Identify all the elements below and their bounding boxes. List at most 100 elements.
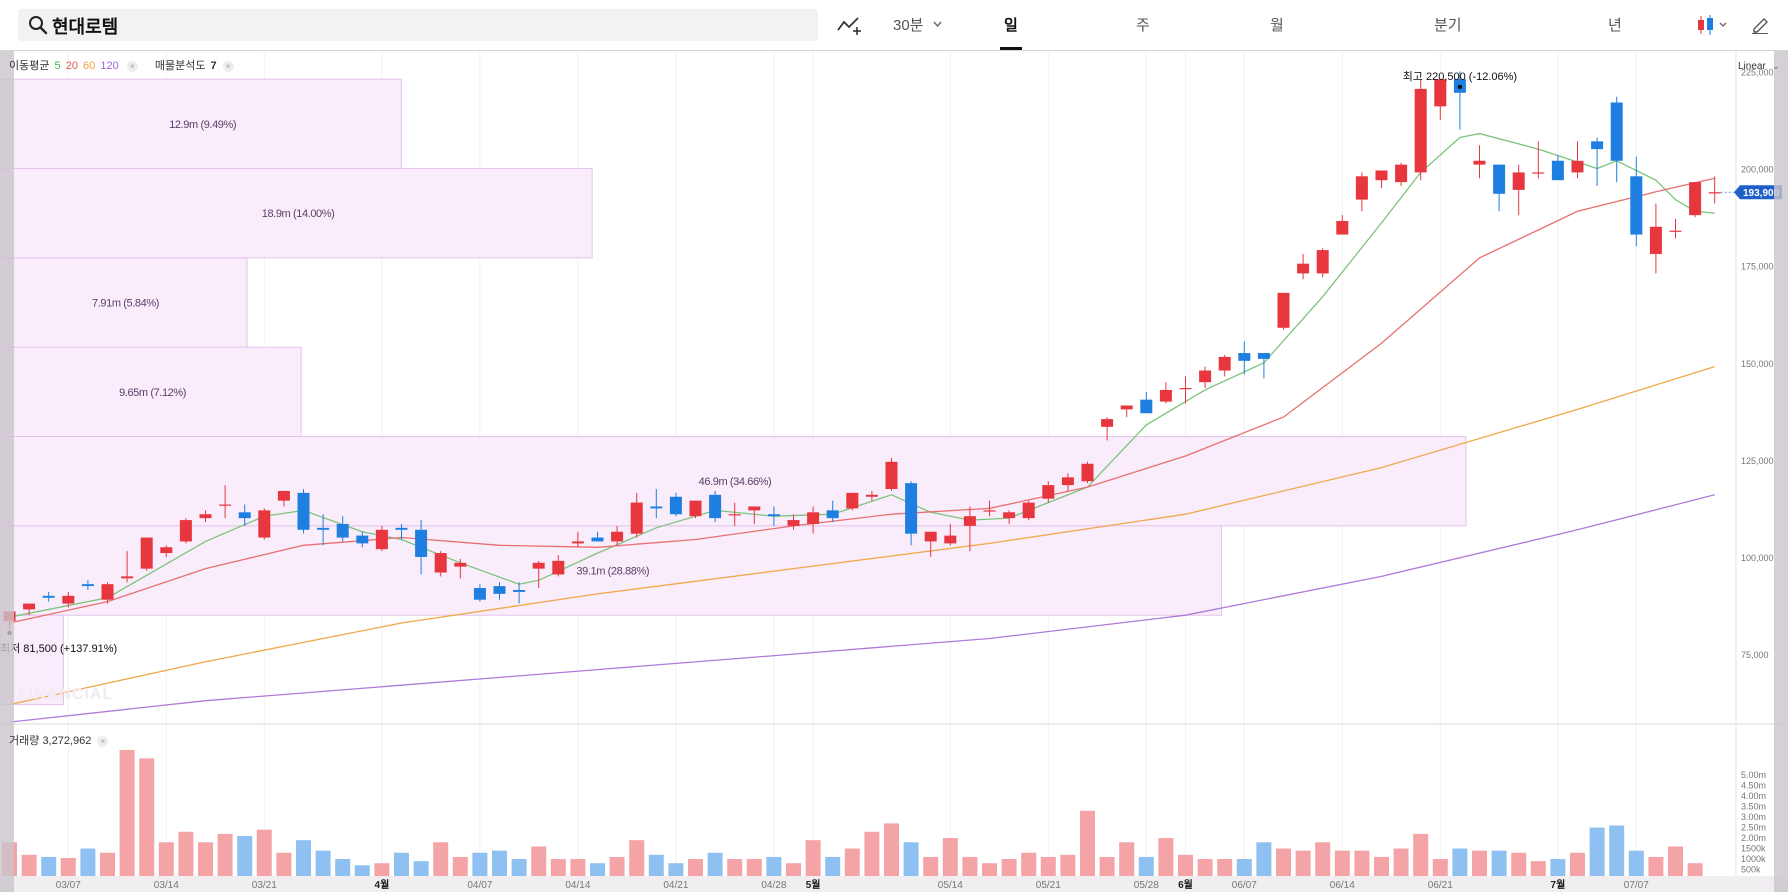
volume-legend-label[interactable]: 거래량 bbox=[9, 735, 40, 747]
tab-quarterly[interactable]: 분기 bbox=[1434, 17, 1462, 34]
volume-bar bbox=[1530, 861, 1546, 880]
date-tick-label: 4월 bbox=[375, 879, 390, 891]
candle-body bbox=[532, 562, 545, 569]
volume-tick-label: 1500k bbox=[1741, 844, 1766, 854]
volume-bar bbox=[805, 840, 821, 880]
candle-body bbox=[434, 553, 447, 573]
candle-body bbox=[101, 584, 114, 600]
candle-body bbox=[1179, 388, 1192, 390]
scale-chevron-icon: ⌄ bbox=[1771, 61, 1780, 72]
candle-body bbox=[473, 588, 486, 600]
tab-monthly[interactable]: 월 bbox=[1270, 17, 1284, 34]
candle-body bbox=[787, 520, 800, 526]
candle-body bbox=[846, 492, 859, 509]
volume-profile-legend-value: 7 bbox=[210, 60, 217, 72]
volume-bar bbox=[1158, 838, 1174, 880]
candle-body bbox=[415, 529, 428, 557]
volume-profile-legend-label[interactable]: 매물분석도 bbox=[154, 60, 206, 72]
tab-30min[interactable]: 30분 bbox=[893, 17, 924, 34]
volume-tick-label: 4.00m bbox=[1741, 791, 1766, 801]
volume-bar bbox=[766, 856, 782, 880]
volume-bar bbox=[1178, 854, 1193, 880]
tab-weekly[interactable]: 주 bbox=[1136, 17, 1150, 34]
volume-bar bbox=[864, 831, 880, 880]
ma5-legend: 5 bbox=[54, 60, 61, 72]
candle-body bbox=[1512, 172, 1525, 190]
right-scroll-rail[interactable] bbox=[1774, 51, 1788, 892]
search-input[interactable]: 현대로템 bbox=[18, 9, 818, 41]
ma60-legend: 60 bbox=[83, 60, 96, 72]
remove-volume-icon[interactable]: × bbox=[97, 735, 109, 747]
candle-body bbox=[1277, 292, 1290, 328]
volume-bar bbox=[433, 842, 449, 880]
volume-bar bbox=[550, 859, 566, 880]
tab-daily[interactable]: 일 bbox=[1004, 17, 1018, 34]
volume-profile-label: 39.1m (28.88%) bbox=[576, 566, 649, 578]
date-tick-label: 06/07 bbox=[1232, 880, 1257, 891]
price-axis[interactable]: 225,000 200,000 175,000 150,000 125,000 100,0… bbox=[1720, 67, 1782, 660]
ma-legend-label[interactable]: 이동평균 bbox=[9, 60, 50, 72]
candle-body bbox=[219, 504, 232, 506]
volume-bar bbox=[1393, 848, 1409, 880]
remove-vp-icon[interactable]: × bbox=[222, 60, 234, 72]
candle-body bbox=[1120, 405, 1133, 410]
volume-bar bbox=[844, 848, 860, 880]
price-tick-label: 225,000 bbox=[1741, 67, 1774, 77]
left-scroll-rail[interactable] bbox=[0, 51, 14, 892]
volume-bar bbox=[256, 829, 272, 880]
candle-body bbox=[1336, 220, 1349, 235]
pencil-icon[interactable] bbox=[1750, 14, 1770, 34]
candle-body bbox=[1159, 389, 1172, 402]
candle-body bbox=[1355, 176, 1368, 200]
volume-profile-label: 18.9m (14.00%) bbox=[262, 208, 335, 220]
candle-body bbox=[1493, 164, 1506, 194]
volume-bar bbox=[629, 840, 645, 880]
date-tick-label: 5월 bbox=[806, 879, 821, 891]
volume-bar bbox=[1550, 859, 1566, 880]
volume-bar bbox=[1589, 827, 1605, 880]
candle-body bbox=[1081, 463, 1094, 482]
candle-body bbox=[199, 514, 212, 519]
volume-bar bbox=[1628, 850, 1644, 880]
candle-body bbox=[944, 535, 957, 544]
date-tick-label: 7월 bbox=[1551, 879, 1566, 891]
candle-type-icon[interactable] bbox=[1696, 14, 1730, 36]
candlesticks bbox=[3, 71, 1721, 629]
tab-yearly[interactable]: 년 bbox=[1608, 17, 1622, 34]
candle-body bbox=[807, 512, 820, 524]
volume-profile-label: 7.91m (5.84%) bbox=[92, 298, 159, 310]
date-axis[interactable]: 03/07 03/14 03/21 4월 04/07 04/14 04/21 04/28 5월 0… bbox=[0, 876, 1788, 892]
volume-bar bbox=[374, 863, 390, 880]
toolbar: 현대로템 30분 일 주 월 분기 년 bbox=[0, 0, 1788, 51]
volume-profile-bar bbox=[0, 525, 1223, 616]
candle-body bbox=[552, 560, 565, 575]
remove-ma-icon[interactable]: × bbox=[126, 60, 138, 72]
indicator-add-icon[interactable] bbox=[836, 14, 862, 36]
volume-bar bbox=[1217, 859, 1233, 880]
volume-bar bbox=[119, 750, 135, 880]
candle-body bbox=[1414, 88, 1427, 173]
volume-bar bbox=[903, 842, 919, 880]
volume-bar bbox=[1197, 859, 1213, 880]
volume-bar bbox=[727, 859, 743, 880]
candle-body bbox=[1238, 353, 1251, 361]
volume-bar bbox=[942, 838, 958, 880]
volume-bar bbox=[590, 863, 605, 880]
volume-legend-value: 3,272,962 bbox=[42, 735, 92, 747]
candle-body bbox=[62, 595, 75, 604]
volume-bar bbox=[1609, 825, 1625, 880]
last-price-badge bbox=[1734, 185, 1782, 200]
scale-mode-button[interactable]: Linear ⌄ bbox=[1738, 61, 1780, 72]
price-tick-label: 175,000 bbox=[1741, 262, 1774, 272]
chevron-down-icon[interactable] bbox=[933, 21, 942, 27]
volume-bar bbox=[1295, 850, 1311, 880]
volume-bar bbox=[786, 863, 801, 880]
candle-body bbox=[728, 514, 741, 516]
volume-bar bbox=[41, 856, 57, 880]
date-tick-label: 6월 bbox=[1178, 879, 1193, 891]
volume-bar bbox=[60, 857, 76, 880]
candle-body bbox=[826, 510, 839, 519]
candle-body bbox=[1316, 250, 1329, 274]
volume-bar bbox=[1570, 852, 1585, 880]
